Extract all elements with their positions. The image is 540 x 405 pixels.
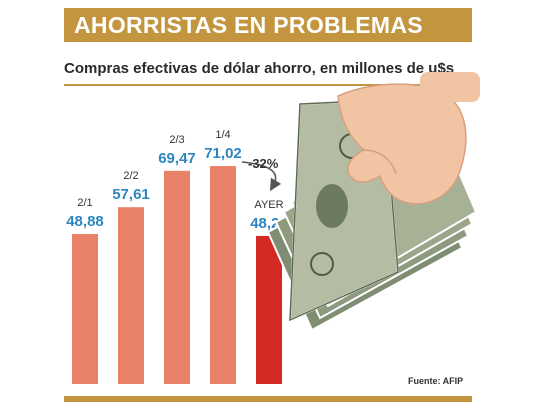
bottom-divider (64, 396, 472, 402)
bar-2-2 (118, 207, 144, 384)
source-note: Fuente: AFIP (408, 376, 464, 386)
change-annotation: -32% (248, 156, 279, 171)
bar-ayer (256, 235, 282, 384)
chart-subtitle: Compras efectivas de dólar ahorro, en mi… (64, 60, 455, 77)
category-label: 2/2 (123, 170, 138, 182)
bars-group (72, 166, 282, 384)
change-arrow (241, 161, 282, 192)
hand-holding-dollar-bills-icon (266, 72, 480, 332)
category-label: 2/3 (169, 134, 184, 146)
category-label: 2/1 (77, 197, 92, 209)
title-bar: AHORRISTAS EN PROBLEMAS (64, 8, 472, 42)
category-label: AYER (254, 199, 283, 211)
value-label: 48,88 (66, 213, 104, 230)
bar-2-1 (72, 233, 98, 384)
value-label: 57,61 (112, 186, 150, 203)
top-divider (64, 84, 472, 86)
bar-2-3 (164, 170, 190, 384)
bar-1-4 (210, 166, 236, 384)
value-label: 69,47 (158, 150, 196, 167)
category-label: 1/4 (215, 129, 230, 141)
value-label: 71,02 (204, 145, 242, 162)
chart-title: AHORRISTAS EN PROBLEMAS (74, 12, 423, 38)
